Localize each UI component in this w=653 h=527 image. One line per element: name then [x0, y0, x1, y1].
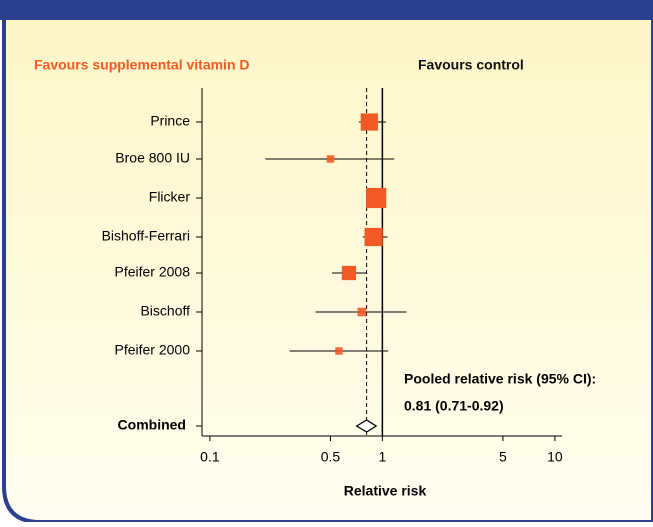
x-tick-label: 5	[499, 449, 507, 465]
y-tick-label: Broe 800 IU	[115, 150, 190, 166]
y-tick-label: Flicker	[149, 189, 191, 205]
y-tick-label: Bischoff	[140, 303, 190, 319]
y-tick-label: Pfeifer 2000	[115, 342, 191, 358]
point-box	[341, 265, 357, 281]
header-bar	[0, 0, 653, 20]
point-box	[335, 347, 343, 355]
panel	[2, 16, 653, 524]
right-label: Favours control	[418, 57, 524, 73]
x-axis-label: Relative risk	[344, 483, 427, 499]
x-tick-label: 0.1	[200, 449, 220, 465]
annotation: 0.81 (0.71-0.92)	[404, 398, 504, 414]
y-tick-label: Pfeifer 2008	[115, 264, 191, 280]
point-box	[364, 227, 383, 247]
x-tick-label: 1	[378, 449, 386, 465]
point-box	[357, 307, 367, 317]
point-box	[366, 187, 387, 209]
x-tick-label: 0.5	[321, 449, 341, 465]
y-tick-label: Prince	[150, 113, 190, 129]
x-tick-label: 10	[547, 449, 563, 465]
point-box	[326, 155, 335, 163]
combined-diamond	[355, 419, 378, 433]
y-tick-label: Bishoff-Ferrari	[102, 228, 190, 244]
left-label: Favours supplemental vitamin D	[34, 57, 250, 73]
combined-label: Combined	[118, 417, 186, 433]
point-box	[360, 113, 378, 131]
annotation: Pooled relative risk (95% CI):	[404, 371, 596, 387]
